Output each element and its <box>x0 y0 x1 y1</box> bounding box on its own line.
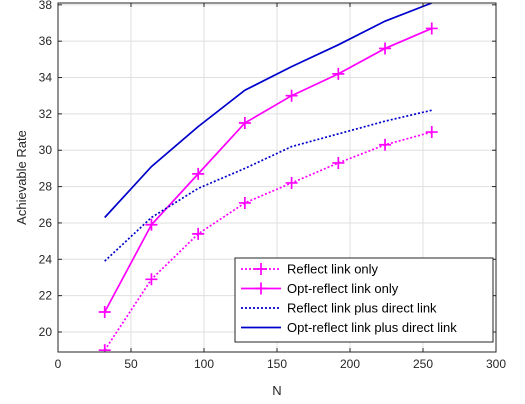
series-line <box>104 109 432 262</box>
x-tick-label: 50 <box>124 357 138 371</box>
series-group <box>104 3 433 219</box>
data-point-marker <box>192 227 205 240</box>
data-point-marker <box>332 67 345 80</box>
data-point-marker <box>238 116 251 129</box>
x-tick-label: 200 <box>340 357 360 371</box>
x-tick-label: 100 <box>194 357 214 371</box>
y-tick-label: 22 <box>39 289 53 303</box>
data-point-marker <box>98 306 111 319</box>
data-point-marker <box>379 138 392 151</box>
series-group <box>104 109 432 262</box>
axis-ticks: 0 50 100 150 200 250 300 20 22 24 26 28 30 32 34 36 38 <box>39 0 507 371</box>
y-tick-label: 34 <box>39 71 53 85</box>
data-point-marker <box>145 273 158 286</box>
series-group <box>98 22 438 319</box>
y-axis-label: Achievable Rate <box>14 130 29 225</box>
data-point-marker <box>285 89 298 102</box>
legend-marker <box>255 282 267 295</box>
x-axis-label: N <box>272 383 281 398</box>
data-point-marker <box>238 196 251 209</box>
legend-label: Opt-reflect link plus direct link <box>287 320 457 335</box>
data-point-marker <box>98 344 111 352</box>
x-tick-label: 0 <box>55 357 62 371</box>
y-tick-label: 26 <box>39 216 53 230</box>
legend-label: Reflect link plus direct link <box>287 301 437 316</box>
data-point-marker <box>379 42 392 55</box>
series-line <box>104 3 433 219</box>
series-layer <box>98 3 438 352</box>
y-tick-label: 24 <box>39 252 53 266</box>
data-point-marker <box>425 126 438 139</box>
y-tick-label: 36 <box>39 34 53 48</box>
data-point-marker <box>285 176 298 189</box>
series-line <box>104 131 432 351</box>
data-point-marker <box>332 156 345 169</box>
legend-label: Reflect link only <box>287 262 379 277</box>
y-tick-label: 30 <box>39 143 53 157</box>
data-point-marker <box>145 218 158 231</box>
legend-marker <box>255 263 267 275</box>
legend-label: Opt-reflect link only <box>287 281 399 296</box>
y-tick-label: 32 <box>39 107 53 121</box>
x-tick-label: 250 <box>413 357 433 371</box>
series-line <box>103 27 433 313</box>
data-point-marker <box>425 22 438 35</box>
y-tick-label: 20 <box>39 325 53 339</box>
legend: Reflect link only Opt-reflect link only Re… <box>234 257 494 343</box>
x-tick-label: 300 <box>486 357 506 371</box>
y-tick-label: 38 <box>39 0 53 12</box>
y-tick-label: 28 <box>39 180 53 194</box>
series-group <box>98 126 438 352</box>
data-point-marker <box>192 167 205 180</box>
x-tick-label: 150 <box>267 357 287 371</box>
